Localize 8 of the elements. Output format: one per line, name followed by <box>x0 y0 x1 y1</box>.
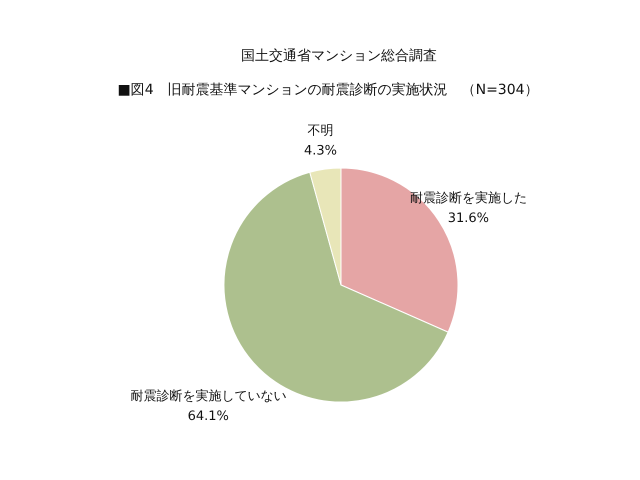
data-label: 31.6% <box>448 210 490 226</box>
chart-title: 国土交通省マンション総合調査 <box>241 48 437 64</box>
slice-label: 耐震診断を実施していない <box>130 388 286 404</box>
data-label: 64.1% <box>188 408 229 424</box>
slice-label: 耐震診断を実施した <box>410 190 527 206</box>
chart-subtitle: ■図4 旧耐震基準マンションの耐震診断の実施状況 （N=304） <box>117 82 539 98</box>
data-label: 4.3% <box>304 143 338 158</box>
slice-label: 不明 <box>308 123 334 138</box>
